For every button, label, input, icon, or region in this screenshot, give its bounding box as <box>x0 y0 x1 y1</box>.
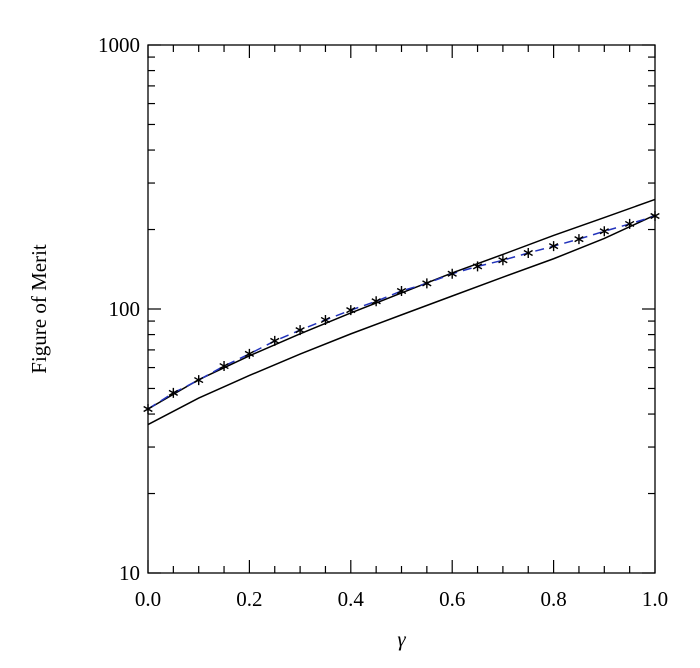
asterisk-marker <box>270 335 280 346</box>
asterisk-marker <box>168 387 179 398</box>
asterisk-marker <box>574 234 584 245</box>
x-tick-label: 0.6 <box>439 587 465 611</box>
x-tick-label: 0.0 <box>135 587 161 611</box>
asterisk-marker <box>244 348 255 359</box>
asterisk-marker <box>396 285 407 296</box>
series-line <box>147 198 656 410</box>
x-tick-label: 1.0 <box>642 587 668 611</box>
x-tick-label: 0.2 <box>236 587 262 611</box>
y-tick-label: 1000 <box>98 33 140 57</box>
asterisk-marker <box>143 404 153 415</box>
asterisk-marker <box>650 211 660 222</box>
series-line <box>147 215 656 410</box>
x-tick-label: 0.8 <box>540 587 566 611</box>
asterisk-marker <box>447 268 457 279</box>
asterisk-marker <box>219 361 229 372</box>
series-line <box>147 214 656 426</box>
asterisk-marker <box>548 241 559 252</box>
y-tick-label: 10 <box>119 561 140 585</box>
asterisk-marker <box>523 247 533 258</box>
asterisk-marker <box>422 278 432 289</box>
asterisk-marker <box>346 305 356 316</box>
asterisk-marker <box>295 325 305 336</box>
asterisk-marker <box>194 375 204 386</box>
asterisk-marker <box>624 218 635 229</box>
asterisk-marker <box>320 314 331 325</box>
y-axis-label: Figure of Merit <box>27 244 51 374</box>
x-axis-label: γ <box>397 627 406 651</box>
asterisk-marker <box>472 261 483 272</box>
asterisk-marker <box>599 226 609 237</box>
y-tick-label: 100 <box>109 297 141 321</box>
x-tick-label: 0.4 <box>338 587 365 611</box>
asterisk-marker <box>498 255 508 266</box>
asterisk-marker <box>371 296 381 307</box>
plot-frame <box>147 44 656 574</box>
